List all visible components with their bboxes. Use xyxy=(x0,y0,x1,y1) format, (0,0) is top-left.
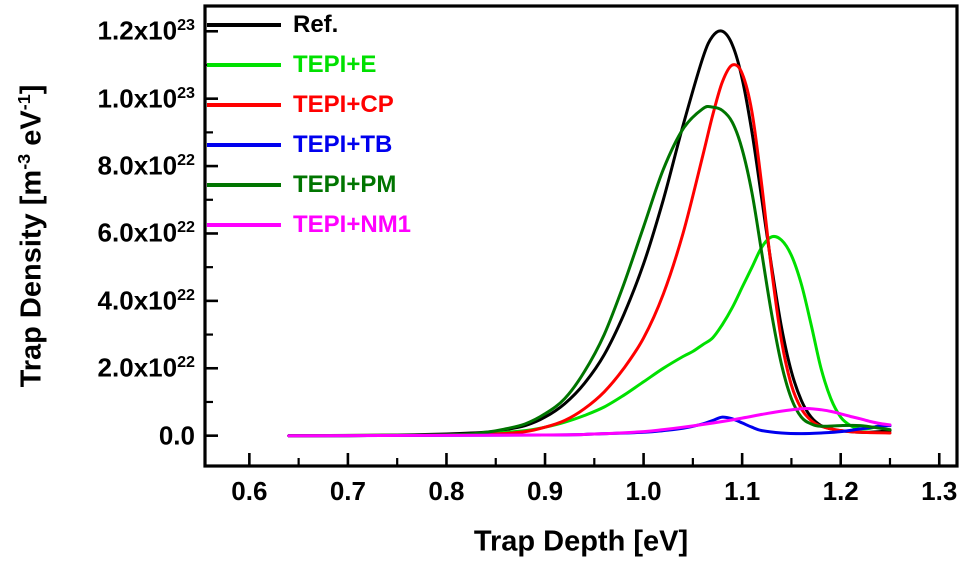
legend-item-tepi-tb: TEPI+TB xyxy=(207,125,411,165)
legend-item-ref: Ref. xyxy=(207,5,411,45)
series-line-tepi-pm xyxy=(287,104,892,438)
x-tick-label: 1.2 xyxy=(822,476,859,506)
plot-frame xyxy=(203,4,959,468)
legend-item-tepi-pm: TEPI+PM xyxy=(207,165,411,205)
legend-label: Ref. xyxy=(293,11,339,38)
legend-line-sample xyxy=(207,143,281,147)
y-tick-label: 4.0x1022 xyxy=(97,285,195,316)
legend-line-sample xyxy=(207,183,281,187)
legend-label: TEPI+E xyxy=(293,51,377,78)
legend-label: TEPI+CP xyxy=(293,91,394,118)
legend-item-tepi-nm1: TEPI+NM1 xyxy=(207,205,411,245)
legend-line-sample xyxy=(207,63,281,67)
y-tick-label: 2.0x1022 xyxy=(97,352,195,383)
x-tick-label: 1.0 xyxy=(625,476,662,506)
y-tick-label: 1.2x1023 xyxy=(97,15,195,46)
x-tick-label: 0.8 xyxy=(428,476,465,506)
legend-line-sample xyxy=(207,223,281,227)
legend-label: TEPI+NM1 xyxy=(293,211,412,238)
series-line-tepi-nm1 xyxy=(287,406,892,438)
x-tick-label: 0.9 xyxy=(526,476,564,506)
x-axis-label: Trap Depth [eV] xyxy=(473,525,689,558)
legend-line-sample xyxy=(207,103,281,107)
y-tick-label: 1.0x1023 xyxy=(97,83,195,114)
legend-item-tepi-cp: TEPI+CP xyxy=(207,85,411,125)
x-tick-label: 1.3 xyxy=(921,476,958,506)
y-axis-label: Trap Density [m-3 eV-1] xyxy=(13,84,48,388)
legend-line-sample xyxy=(207,23,281,27)
legend-label: TEPI+TB xyxy=(293,131,393,158)
legend-item-tepi-e: TEPI+E xyxy=(207,45,411,85)
y-tick-label: 8.0x1022 xyxy=(97,150,195,181)
y-tick-label: 6.0x1022 xyxy=(97,217,195,248)
y-tick-label: 0.0 xyxy=(158,420,195,451)
legend-label: TEPI+PM xyxy=(293,171,397,198)
legend: Ref. TEPI+E TEPI+CP TEPI+TB TEPI+PM TEPI+NM1 xyxy=(207,5,411,245)
x-tick-label: 0.7 xyxy=(329,476,366,506)
series-line-tepi-cp xyxy=(287,63,892,438)
x-tick-label: 0.6 xyxy=(231,476,268,506)
x-tick-label: 1.1 xyxy=(724,476,761,506)
series-line-tepi-e xyxy=(287,234,892,438)
